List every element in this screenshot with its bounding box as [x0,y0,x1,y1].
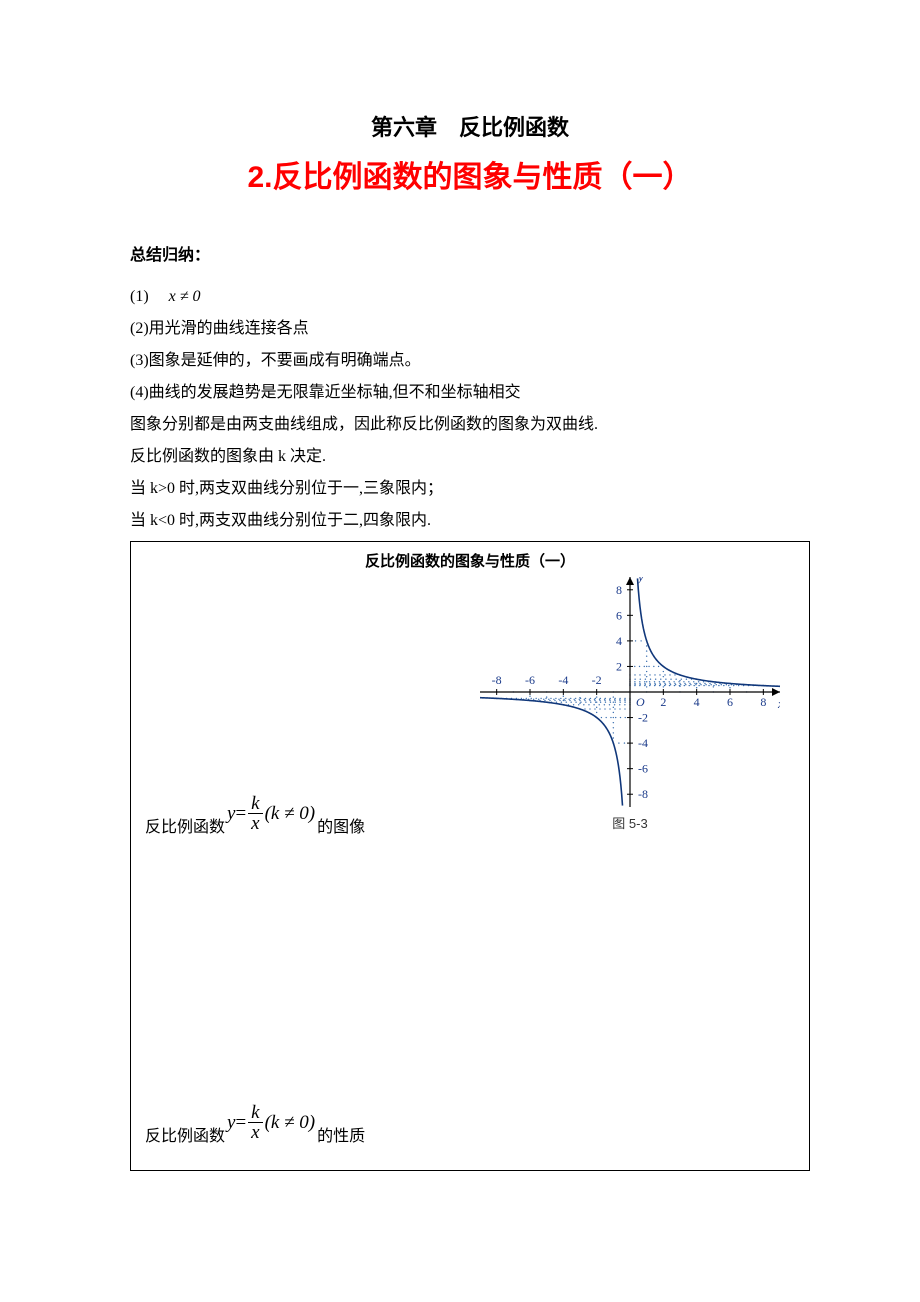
graph-container: -8-6-4-22468-8-6-4-22468xyO 图 5-3 [475,577,785,832]
formula-prefix-2: 反比例函数 [145,1122,225,1146]
box-title: 反比例函数的图象与性质（一） [145,550,795,571]
svg-text:-8: -8 [492,673,502,687]
svg-text:x: x [777,696,780,711]
point-5: 图象分别都是由两支曲线组成，因此称反比例函数的图象为双曲线. [130,409,810,441]
page-title: 2.反比例函数的图象与性质（一） [130,152,810,196]
cond-2: (k ≠ 0) [265,1112,316,1134]
svg-text:4: 4 [694,695,700,709]
formula-suffix-2: 的性质 [317,1122,365,1146]
frac-num-2: k [248,1103,262,1123]
chapter-heading: 第六章 反比例函数 [130,110,810,142]
fraction: k x [248,794,262,833]
formula-math-2: y = k x (k ≠ 0) [227,1103,315,1146]
svg-text:2: 2 [660,695,666,709]
svg-text:2: 2 [616,659,622,673]
var-y-2: y [227,1112,235,1134]
summary-heading: 总结归纳： [130,241,810,265]
frac-den: x [248,814,262,833]
svg-text:-4: -4 [558,673,568,687]
svg-text:-4: -4 [638,736,648,750]
svg-text:6: 6 [727,695,733,709]
frac-den-2: x [248,1123,262,1142]
page: 第六章 反比例函数 2.反比例函数的图象与性质（一） 总结归纳： (1) x ≠… [0,0,920,1302]
point-3: (3)图象是延伸的，不要画成有明确端点。 [130,345,810,377]
svg-text:O: O [636,695,645,709]
point-1-math: x ≠ 0 [169,288,201,305]
svg-text:8: 8 [760,695,766,709]
point-8: 当 k<0 时,两支双曲线分别位于二,四象限内. [130,505,810,537]
svg-text:8: 8 [616,583,622,597]
eq-sign: = [235,803,246,825]
formula-property: 反比例函数 y = k x (k ≠ 0) 的性质 [145,1103,365,1146]
formula-math-1: y = k x (k ≠ 0) [227,794,315,837]
formula-suffix-1: 的图像 [317,813,365,837]
point-4: (4)曲线的发展趋势是无限靠近坐标轴,但不和坐标轴相交 [130,377,810,409]
svg-text:-6: -6 [525,673,535,687]
formula-prefix: 反比例函数 [145,813,225,837]
cond: (k ≠ 0) [265,803,316,825]
svg-text:-8: -8 [638,787,648,801]
frac-num: k [248,794,262,814]
var-y: y [227,803,235,825]
hyperbola-graph: -8-6-4-22468-8-6-4-22468xyO [480,577,780,807]
box-row-graph: -8-6-4-22468-8-6-4-22468xyO 图 5-3 反比例函数 … [145,577,795,837]
eq-sign-2: = [235,1112,246,1134]
point-6: 反比例函数的图象由 k 决定. [130,441,810,473]
svg-text:6: 6 [616,608,622,622]
point-1-prefix: (1) [130,288,165,305]
concept-box: 反比例函数的图象与性质（一） -8-6-4-22468-8-6-4-22468x… [130,541,810,1171]
point-1: (1) x ≠ 0 [130,281,810,313]
fraction-2: k x [248,1103,262,1142]
svg-text:-6: -6 [638,762,648,776]
svg-text:-2: -2 [638,711,648,725]
point-2: (2)用光滑的曲线连接各点 [130,313,810,345]
svg-text:-2: -2 [592,673,602,687]
svg-text:4: 4 [616,634,622,648]
point-7: 当 k>0 时,两支双曲线分别位于一,三象限内； [130,473,810,505]
formula-image: 反比例函数 y = k x (k ≠ 0) 的图像 [145,794,365,837]
graph-caption: 图 5-3 [475,813,785,832]
